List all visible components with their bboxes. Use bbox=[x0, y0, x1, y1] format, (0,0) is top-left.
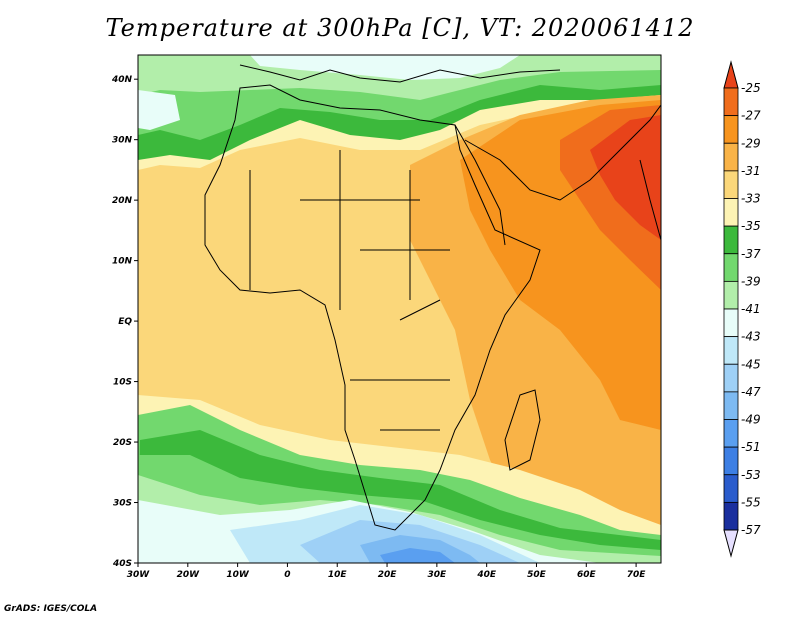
colorbar-swatch bbox=[723, 336, 739, 365]
contour-band-n-minus43-west bbox=[138, 90, 180, 130]
india-coast bbox=[639, 159, 661, 241]
colorbar-label: -33 bbox=[741, 192, 761, 206]
colorbar-swatch bbox=[723, 363, 739, 393]
country-borders bbox=[249, 150, 450, 431]
colorbar-label: -29 bbox=[741, 136, 761, 150]
colorbar-swatch bbox=[723, 87, 739, 117]
lat-tick-label: EQ bbox=[118, 317, 132, 327]
colorbar-swatch bbox=[723, 198, 739, 227]
colorbar-swatch bbox=[723, 308, 739, 338]
colorbar-swatch bbox=[723, 142, 739, 172]
latitude-ticks: 40N 30N 20N 10N EQ 10S 20S 30S 40S bbox=[111, 75, 138, 569]
contour-band-s-minus51 bbox=[380, 548, 455, 563]
colorbar-label: -53 bbox=[741, 468, 761, 482]
colorbar-label: -49 bbox=[741, 413, 761, 427]
colorbar-bottom-arrow bbox=[723, 529, 739, 558]
colorbar-swatch bbox=[723, 391, 739, 420]
lon-tick-label: 40E bbox=[476, 570, 497, 580]
colorbar-label: -37 bbox=[741, 247, 761, 261]
colorbar-label: -39 bbox=[741, 274, 761, 288]
colorbar-swatch bbox=[723, 474, 739, 503]
lon-tick-label: 10E bbox=[328, 570, 348, 580]
lon-tick-label: 20W bbox=[177, 570, 201, 580]
colorbar-swatch bbox=[723, 446, 739, 476]
red-sea bbox=[454, 124, 506, 246]
colorbar-label: -47 bbox=[741, 385, 761, 399]
colorbar-label: -43 bbox=[741, 330, 761, 344]
lat-tick-label: 40S bbox=[112, 559, 132, 569]
lat-tick-label: 20S bbox=[113, 438, 132, 448]
lon-tick-label: 60E bbox=[577, 570, 597, 580]
lon-tick-label: 30E bbox=[428, 570, 448, 580]
coastlines bbox=[204, 64, 661, 531]
africa-coastline bbox=[204, 84, 541, 531]
colorbar-swatch bbox=[723, 501, 739, 531]
lat-tick-label: 10S bbox=[113, 378, 132, 388]
map-title: Temperature at 300hPa [C], VT: 202006141… bbox=[105, 14, 695, 42]
lat-tick-label: 40N bbox=[111, 75, 133, 85]
colorbar-label: -31 bbox=[741, 164, 761, 178]
colorbar-swatch bbox=[723, 170, 739, 199]
contour-band-minus25 bbox=[590, 115, 661, 240]
colorbar-label: -51 bbox=[741, 440, 761, 454]
madagascar bbox=[504, 389, 541, 471]
colorbar-label: -55 bbox=[741, 495, 761, 509]
colorbar-swatch bbox=[723, 280, 739, 310]
map-frame bbox=[137, 54, 662, 564]
contour-band-n-minus43 bbox=[250, 55, 520, 80]
longitude-ticks: 30W 20W 10W 0 10E 20E 30E 40E 50E 60E 70E bbox=[127, 563, 647, 580]
colorbar-label: -41 bbox=[741, 302, 761, 316]
grads-credit: GrADS: IGES/COLA bbox=[4, 604, 98, 614]
europe-coast bbox=[239, 64, 561, 83]
lon-tick-label: 20E bbox=[378, 570, 398, 580]
lon-tick-label: 50E bbox=[527, 570, 547, 580]
colorbar-label: -25 bbox=[741, 81, 761, 95]
arabia-coastline bbox=[464, 104, 661, 201]
colorbar-label: -45 bbox=[741, 357, 761, 371]
colorbar: -25 -27 -29 -31 -33 -35 -37 -39 -41 -43 -45 -47 -49 -… bbox=[723, 60, 761, 558]
lon-tick-label: 0 bbox=[284, 570, 290, 580]
lon-tick-label: 30W bbox=[127, 570, 151, 580]
lon-tick-label: 10W bbox=[226, 570, 250, 580]
colorbar-top-arrow bbox=[723, 60, 739, 89]
lat-tick-label: 20N bbox=[112, 196, 133, 206]
colorbar-swatch bbox=[723, 115, 739, 144]
lat-tick-label: 30N bbox=[112, 136, 133, 146]
colorbar-label: -35 bbox=[741, 219, 761, 233]
colorbar-swatch bbox=[723, 419, 739, 448]
lon-tick-label: 70E bbox=[627, 570, 647, 580]
colorbar-swatch bbox=[723, 253, 739, 282]
lat-tick-label: 10N bbox=[112, 257, 133, 267]
colorbar-label: -57 bbox=[741, 523, 761, 537]
temperature-field bbox=[138, 55, 661, 563]
colorbar-label: -27 bbox=[741, 109, 761, 123]
lat-tick-label: 30S bbox=[113, 499, 132, 509]
colorbar-swatch bbox=[723, 225, 739, 255]
